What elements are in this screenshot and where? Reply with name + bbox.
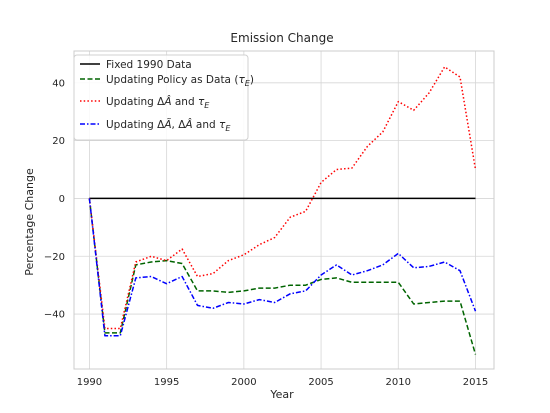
y-tick-label: −40 [44,310,65,321]
legend-label-policy: Updating Policy as Data (τE) [106,74,254,88]
x-tick-label: 2010 [386,377,411,388]
legend-box [73,54,249,141]
legend-label-fixed: Fixed 1990 Data [106,59,192,71]
series-line-a-tilde [88,198,477,337]
legend-label-a-hat: Updating ΔÂ and τE [106,95,210,110]
x-tick-label: 2015 [463,377,488,388]
y-tick-label: 20 [52,136,65,147]
x-tick-labels: 1990 1995 2000 2005 2010 2015 [77,377,488,388]
x-tick-label: 2005 [308,377,333,388]
chart-title: Emission Change [230,31,333,45]
y-axis-label: Percentage Change [23,168,36,276]
series-line-a-hat [88,66,477,330]
y-tick-labels: −40 −20 0 20 40 [44,78,65,320]
series-lines [88,66,477,355]
y-tick-label: 0 [59,194,65,205]
x-axis-label: Year [269,388,294,401]
x-tick-label: 2000 [231,377,256,388]
plot-frame [73,50,495,370]
legend: Fixed 1990 Data Updating Policy as Data … [73,54,254,141]
x-tick-label: 1990 [77,377,102,388]
x-tick-label: 1995 [154,377,179,388]
series-line-policy [88,198,477,355]
legend-label-a-tilde: Updating ΔÃ, ΔÂ and τE [106,118,231,133]
y-tick-label: −20 [44,252,65,263]
y-tick-label: 40 [52,78,65,89]
